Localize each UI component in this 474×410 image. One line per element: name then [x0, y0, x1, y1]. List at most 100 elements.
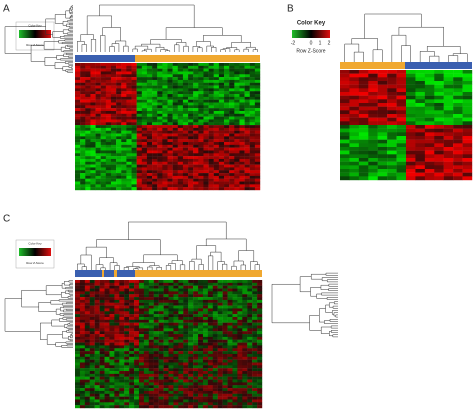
heatmap-cell [239, 170, 245, 174]
heatmap-cell [114, 390, 120, 394]
heatmap-cell [95, 133, 101, 137]
heatmap-cell [202, 348, 209, 352]
heatmap-cell [99, 302, 105, 306]
heatmap-cell [202, 402, 209, 406]
heatmap-cell [368, 150, 378, 155]
heatmap-cell [227, 365, 233, 369]
heatmap-cell [212, 316, 218, 321]
heatmap-cell [212, 288, 218, 292]
heatmap-cell [249, 170, 256, 174]
heatmap-cell [105, 184, 112, 188]
heatmap-cell [249, 79, 256, 83]
heatmap-cell [222, 285, 228, 289]
heatmap-cell [247, 311, 253, 315]
heatmap-cell [396, 139, 407, 144]
heatmap-cell [157, 127, 163, 131]
heatmap-cell [249, 110, 256, 114]
heatmap-cell [257, 334, 263, 338]
heatmap-cell [217, 291, 223, 295]
heatmap-cell [95, 153, 101, 157]
heatmap-cell [141, 153, 148, 157]
heatmap-cell [124, 314, 130, 318]
heatmap-cell [257, 339, 263, 343]
heatmap-cell [89, 305, 95, 309]
heatmap-cell [183, 302, 189, 306]
heatmap-cell [247, 371, 253, 375]
heatmap-cell [75, 342, 81, 346]
heatmap-cell [224, 187, 230, 191]
heatmap-cell [198, 402, 204, 406]
heatmap-cell [134, 348, 140, 352]
heatmap-cell [198, 68, 204, 72]
heatmap-cell [90, 127, 96, 131]
heatmap-cell [162, 110, 168, 114]
heatmap-cell [153, 390, 159, 394]
heatmap-cell [202, 393, 209, 397]
heatmap-cell [242, 311, 248, 315]
heatmap-cell [138, 299, 145, 303]
heatmap-cell [213, 77, 220, 81]
heatmap-cell [75, 119, 81, 123]
heatmap-cell [182, 119, 189, 123]
heatmap-cell [252, 345, 258, 349]
heatmap-cell [193, 368, 199, 372]
heatmap-cell [162, 68, 168, 72]
heatmap-cell [358, 147, 369, 151]
heatmap-cell [109, 316, 115, 321]
heatmap-cell [152, 136, 158, 140]
heatmap-cell [193, 88, 199, 92]
heatmap-cell [340, 81, 350, 85]
heatmap-cell [257, 328, 263, 332]
heatmap-cell [229, 65, 235, 69]
heatmap-cell [193, 144, 199, 148]
heatmap-cell [212, 325, 218, 329]
heatmap-cell [237, 322, 243, 326]
heatmap-cell [168, 336, 174, 340]
heatmap-cell [396, 77, 407, 82]
heatmap-cell [89, 291, 95, 295]
heatmap-cell [193, 77, 199, 81]
heatmap-cell [131, 161, 137, 165]
color-key-bar [19, 30, 51, 38]
heatmap-cell [239, 178, 245, 182]
heatmap-cell [162, 82, 168, 86]
heatmap-cell [104, 399, 110, 403]
heatmap-cell [157, 170, 163, 174]
heatmap-cell [217, 396, 223, 400]
heatmap-cell [254, 116, 261, 120]
heatmap-cell [126, 142, 132, 146]
heatmap-cell [227, 396, 233, 400]
heatmap-cell [99, 342, 105, 346]
heatmap-cell [95, 144, 101, 148]
heatmap-cell [172, 142, 178, 146]
heatmap-cell [89, 285, 95, 289]
heatmap-cell [85, 91, 91, 95]
heatmap-cell [134, 399, 140, 403]
heatmap-cell [377, 92, 388, 96]
heatmap-cell [85, 68, 91, 72]
heatmap-cell [110, 178, 117, 182]
heatmap-cell [227, 302, 233, 306]
heatmap-cell [173, 334, 179, 338]
heatmap-cell [244, 116, 250, 120]
heatmap-cell [158, 294, 164, 298]
heatmap-cell [252, 356, 258, 360]
heatmap-cell [239, 77, 245, 81]
heatmap-cell [193, 297, 199, 301]
heatmap-cell [434, 150, 444, 155]
heatmap-cell [143, 305, 150, 309]
heatmap-cell [90, 153, 96, 157]
heatmap-cell [232, 393, 238, 397]
heatmap-cell [202, 319, 209, 323]
heatmap-cell [358, 172, 369, 177]
heatmap-cell [254, 108, 261, 112]
heatmap-cell [242, 388, 248, 392]
heatmap-cell [198, 405, 204, 409]
heatmap-cell [182, 184, 189, 188]
heatmap-cell [116, 147, 122, 151]
heatmap-cell [198, 325, 204, 329]
heatmap-cell [244, 122, 250, 126]
heatmap-cell [163, 371, 169, 375]
heatmap-cell [229, 82, 235, 86]
